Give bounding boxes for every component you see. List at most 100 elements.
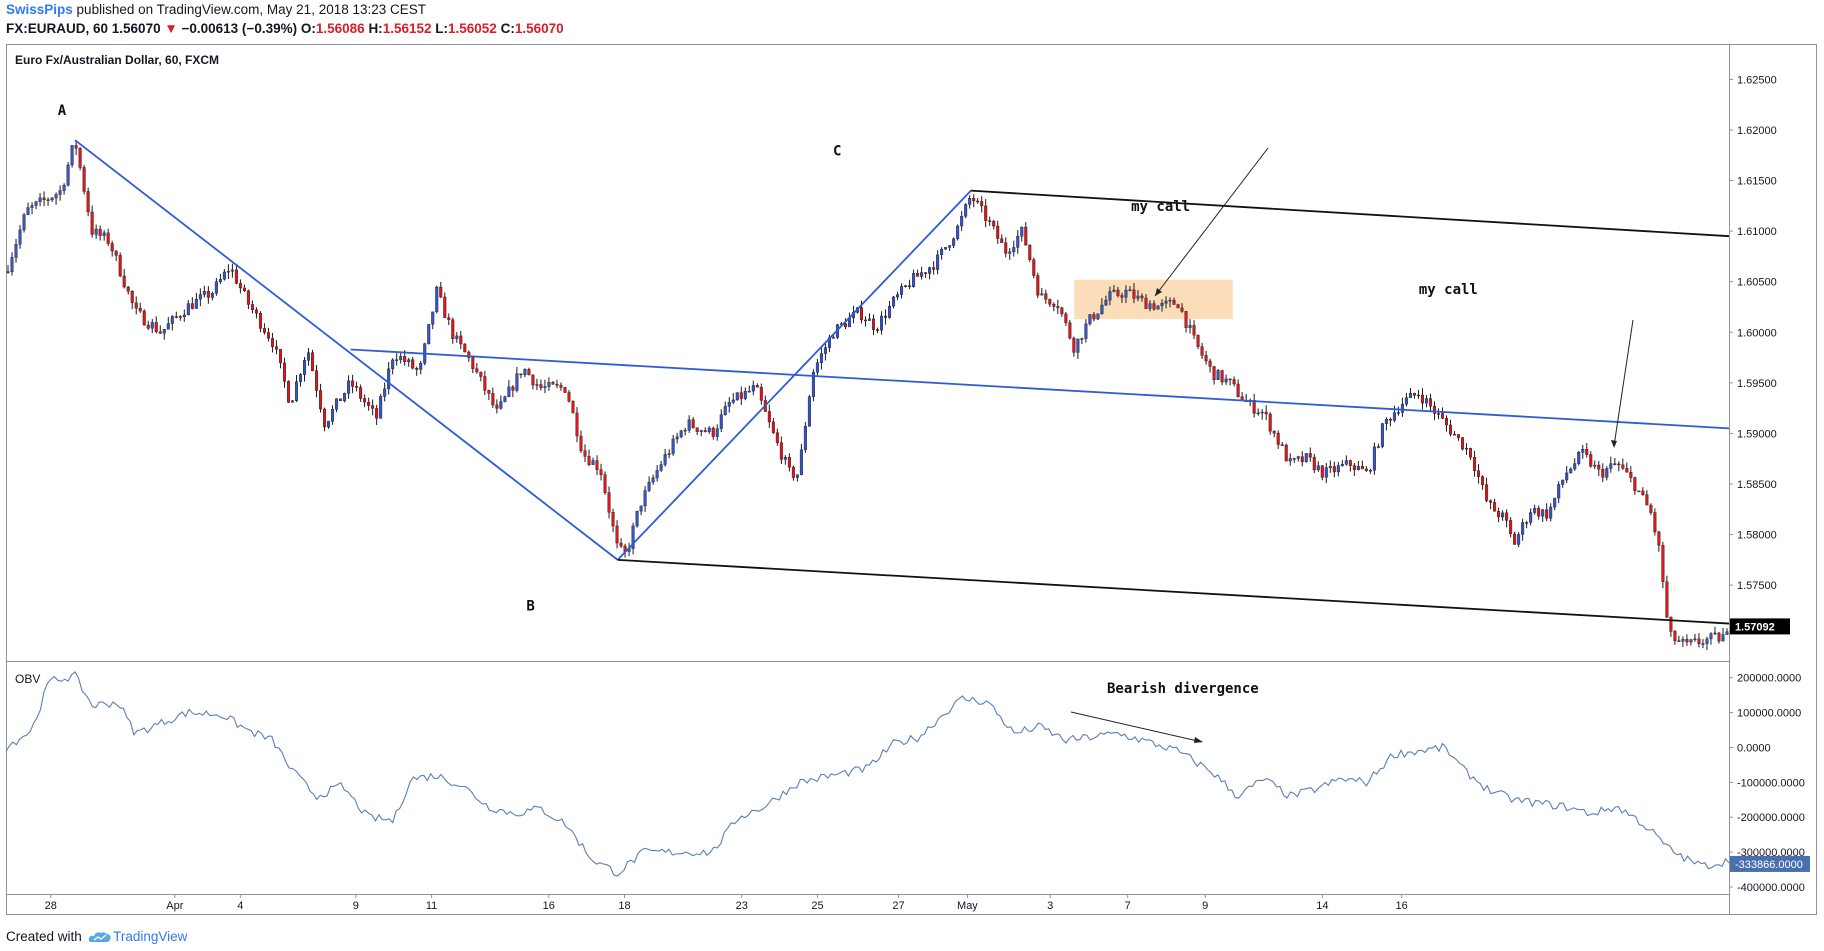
candle: [643, 486, 647, 512]
candle-body: [1224, 378, 1228, 383]
candle: [615, 520, 619, 549]
candle-body: [1008, 251, 1012, 254]
candle-body: [715, 428, 719, 437]
candle-body: [1589, 454, 1593, 467]
candle-body: [791, 466, 795, 478]
time-tick-label: 25: [811, 900, 823, 912]
price-axis[interactable]: 1.62500 1.62000 1.61500 1.61000 1.60500 1.600…: [1729, 74, 1790, 635]
candle: [1188, 319, 1192, 334]
candle: [539, 379, 543, 391]
candle-body: [1521, 522, 1525, 535]
current-price-label: 1.57092: [1735, 621, 1775, 633]
candle-body: [1669, 616, 1673, 632]
candle-body: [1685, 639, 1689, 643]
candle: [892, 295, 896, 309]
divergence-arrowhead: [1194, 737, 1203, 743]
candle: [1709, 632, 1713, 645]
candle-body: [603, 474, 607, 493]
candle: [1569, 467, 1573, 474]
candle-body: [38, 197, 42, 202]
candle-body: [691, 419, 695, 428]
candle-body: [1352, 465, 1356, 470]
candle: [70, 145, 74, 168]
candle-body: [1328, 466, 1332, 468]
candle-body: [1152, 303, 1156, 310]
time-axis[interactable]: 28 Apr 4 9 11 16 18 23 25 27 May 3 7 9 14 16: [45, 894, 1408, 912]
candle-body: [1609, 463, 1613, 469]
annotation-label: C: [833, 143, 841, 159]
candle: [1052, 302, 1056, 312]
price-change: −0.00613 (−0.39%): [181, 21, 298, 36]
candle: [254, 307, 258, 319]
candle: [1032, 257, 1036, 279]
candle-body: [122, 275, 126, 288]
candle-body: [1457, 434, 1461, 438]
price-tick-label: 1.59500: [1737, 378, 1777, 390]
candle: [543, 379, 547, 394]
candle-body: [34, 201, 38, 206]
candle-body: [1701, 643, 1705, 645]
candle: [924, 272, 928, 278]
candle-body: [1665, 581, 1669, 618]
annotations-group: A B Cmy call my call Bearish divergence: [58, 103, 1634, 743]
candle-body: [463, 343, 467, 353]
candle-body: [587, 456, 591, 465]
candle: [916, 269, 920, 277]
candle: [876, 327, 880, 334]
candle: [407, 357, 411, 367]
candle: [964, 203, 968, 219]
candle: [295, 375, 299, 403]
candle-body: [1100, 304, 1104, 314]
high-label: H:: [368, 21, 383, 36]
candle: [511, 385, 515, 398]
candle-body: [811, 372, 815, 397]
my-call-arrow-1: [1154, 147, 1269, 297]
candle: [58, 185, 62, 201]
candle-body: [6, 271, 10, 273]
candle-body: [74, 145, 78, 149]
candle: [347, 375, 351, 399]
bearish-divergence-label: Bearish divergence: [1107, 681, 1259, 697]
candle: [166, 317, 170, 330]
candle: [1445, 415, 1449, 432]
candle-body: [615, 525, 619, 544]
candle: [471, 356, 475, 374]
candle: [691, 416, 695, 429]
candle: [956, 224, 960, 241]
price-tick-label: 1.60500: [1737, 277, 1777, 289]
candle: [1593, 460, 1597, 469]
candle: [415, 366, 419, 376]
candle-body: [1509, 520, 1513, 535]
candle: [1525, 520, 1529, 529]
candle-body: [1004, 242, 1008, 254]
candle-body: [531, 374, 535, 386]
last-price: 1.56070: [111, 21, 161, 36]
my-call-arrowhead-1: [1155, 288, 1162, 296]
candle: [567, 390, 571, 403]
candle: [351, 374, 355, 394]
candle: [703, 427, 707, 433]
candle: [1665, 575, 1669, 619]
candle: [331, 405, 335, 425]
candle-body: [1613, 463, 1617, 465]
tradingview-brand[interactable]: TradingView: [113, 929, 188, 944]
candle: [1561, 479, 1565, 488]
candle: [815, 358, 819, 376]
candle: [162, 329, 166, 340]
obv-axis[interactable]: 200000.0000 100000.0000 0.0000 -100000.0000…: [1729, 673, 1810, 894]
candle: [583, 444, 587, 463]
publisher-name[interactable]: SwissPips: [6, 2, 73, 17]
candle: [54, 192, 58, 205]
candle-body: [1537, 508, 1541, 517]
candle-body: [1473, 457, 1477, 471]
candle-body: [607, 492, 611, 513]
high-value: 1.56152: [382, 21, 432, 36]
candle: [387, 361, 391, 395]
candle: [1092, 311, 1096, 322]
candle: [579, 430, 583, 454]
annotation-label: B: [526, 598, 534, 614]
candle-body: [667, 453, 671, 455]
low-value: 1.56052: [448, 21, 497, 36]
candle: [399, 351, 403, 364]
